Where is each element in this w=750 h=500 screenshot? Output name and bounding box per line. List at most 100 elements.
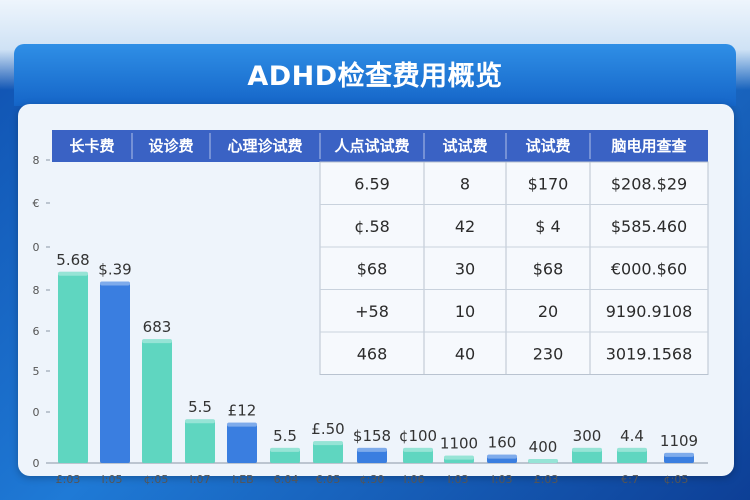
- x-tick-label: I:03: [448, 473, 469, 486]
- bar-data-label: 160: [488, 434, 517, 452]
- bar-data-label: $158: [353, 427, 391, 445]
- bar: [227, 422, 257, 463]
- x-tick-label: I:EB: [232, 473, 253, 486]
- x-tick-label: I:07: [190, 473, 211, 486]
- table-cell: 42: [455, 217, 475, 236]
- bar-data-label: 5.68: [56, 251, 89, 269]
- x-tick-label: I:05: [102, 473, 123, 486]
- x-tick-label: ¢:30: [360, 473, 385, 486]
- bar-series: [58, 271, 694, 463]
- bar: [617, 447, 647, 463]
- bar-highlight: [572, 447, 602, 452]
- bar-highlight: [100, 281, 130, 286]
- bar-data-label: 4.4: [620, 427, 644, 445]
- cost-table: 长卡费 设诊费 心理诊试费 人点试试费 试试费 试试费 脑电用查查 6.59 8 $170 $208…: [52, 130, 709, 375]
- table-cell: $68: [533, 259, 564, 278]
- table-header-cell: 人点试试费: [334, 137, 409, 155]
- bar: [403, 447, 433, 463]
- bar-data-label: £12: [228, 402, 257, 420]
- bar: [528, 458, 558, 463]
- bar: [357, 447, 387, 463]
- bar: [58, 271, 88, 463]
- table-cell: 9190.9108: [606, 302, 693, 321]
- bar: [664, 452, 694, 463]
- bar-data-label: 300: [573, 427, 602, 445]
- bar: [185, 419, 215, 463]
- table-cell: 40: [455, 344, 475, 363]
- bar: [100, 281, 130, 463]
- table-header-cell: 心理诊试费: [227, 137, 302, 155]
- bar-data-label: 1109: [660, 432, 698, 450]
- bar-highlight: [185, 419, 215, 424]
- x-tick-label: I:03: [492, 473, 513, 486]
- x-tick-label: £:03: [534, 473, 559, 486]
- bar-data-label: 400: [529, 438, 558, 456]
- bar-highlight: [444, 455, 474, 460]
- table-cell: 468: [357, 344, 388, 363]
- bar-highlight: [617, 447, 647, 452]
- bar: [142, 339, 172, 463]
- bar-highlight: [403, 447, 433, 452]
- y-tick-label: 0: [33, 241, 40, 254]
- bar: [487, 454, 517, 463]
- y-tick-label: 5: [33, 365, 40, 378]
- bar-data-label: $.39: [98, 261, 131, 279]
- table-cell: 20: [538, 302, 558, 321]
- x-tick-label: ¢:05: [144, 473, 169, 486]
- bar-data-label: ¢100: [399, 427, 437, 445]
- table-cell: €000.$60: [611, 259, 687, 278]
- y-tick-label: 0: [33, 457, 40, 470]
- table-body: [319, 161, 709, 375]
- bar-highlight: [270, 447, 300, 452]
- y-tick-label: 6: [33, 325, 40, 338]
- bar-highlight: [357, 447, 387, 452]
- bar-data-label: 683: [143, 318, 172, 336]
- table-header-cell: 试试费: [525, 137, 570, 155]
- y-tick-label: €: [33, 197, 40, 210]
- table-cell: 10: [455, 302, 475, 321]
- x-tick-label: £:03: [56, 473, 81, 486]
- table-header-cell: 试试费: [442, 137, 487, 155]
- bar-highlight: [664, 452, 694, 457]
- table-cell: 30: [455, 259, 475, 278]
- table-cell: 6.59: [354, 174, 390, 193]
- table-cell: $170: [528, 174, 569, 193]
- bar-highlight: [487, 454, 517, 459]
- bar-data-label: £.50: [311, 420, 344, 438]
- x-tick-label: €:05: [316, 473, 341, 486]
- x-tick-label: ¢:05: [664, 473, 689, 486]
- table-cell: $ 4: [535, 217, 560, 236]
- title-banner: [14, 44, 736, 106]
- bar-data-label: 1100: [440, 435, 478, 453]
- table-header-cell: 长卡费: [69, 137, 114, 155]
- page-title: ADHD检查费用概览: [247, 61, 503, 92]
- bar: [270, 447, 300, 463]
- bar-data-label: 5.5: [273, 427, 297, 445]
- table-cell: $68: [357, 259, 388, 278]
- bar-data-labels: 5.68 $.39 683 5.5 £12 5.5 £.50 $158 ¢100 1100 160 4…: [56, 251, 698, 456]
- bar-highlight: [528, 458, 558, 463]
- bar-highlight: [227, 422, 257, 427]
- bar: [572, 447, 602, 463]
- bar: [444, 455, 474, 463]
- table-cell: 3019.1568: [606, 344, 693, 363]
- table-header-cell: 设诊费: [148, 137, 193, 155]
- y-tick-label: 0: [33, 406, 40, 419]
- bar-highlight: [58, 271, 88, 276]
- table-cell: $585.460: [611, 217, 687, 236]
- table-cell: $208.$29: [611, 174, 687, 193]
- x-tick-label: €:7: [621, 473, 639, 486]
- bar-data-label: 5.5: [188, 398, 212, 416]
- bar-highlight: [313, 441, 343, 446]
- y-tick-label: 8: [33, 284, 40, 297]
- table-cell: 230: [533, 344, 564, 363]
- table-cell: +58: [355, 302, 389, 321]
- table-header-bar: [52, 130, 708, 162]
- table-cell: ¢.58: [354, 217, 390, 236]
- x-tick-label: 6:04: [274, 473, 299, 486]
- bar: [313, 441, 343, 463]
- y-tick-label: 8: [33, 154, 40, 167]
- table-header-cell: 脑电用查查: [611, 137, 687, 155]
- x-tick-label: I:06: [404, 473, 425, 486]
